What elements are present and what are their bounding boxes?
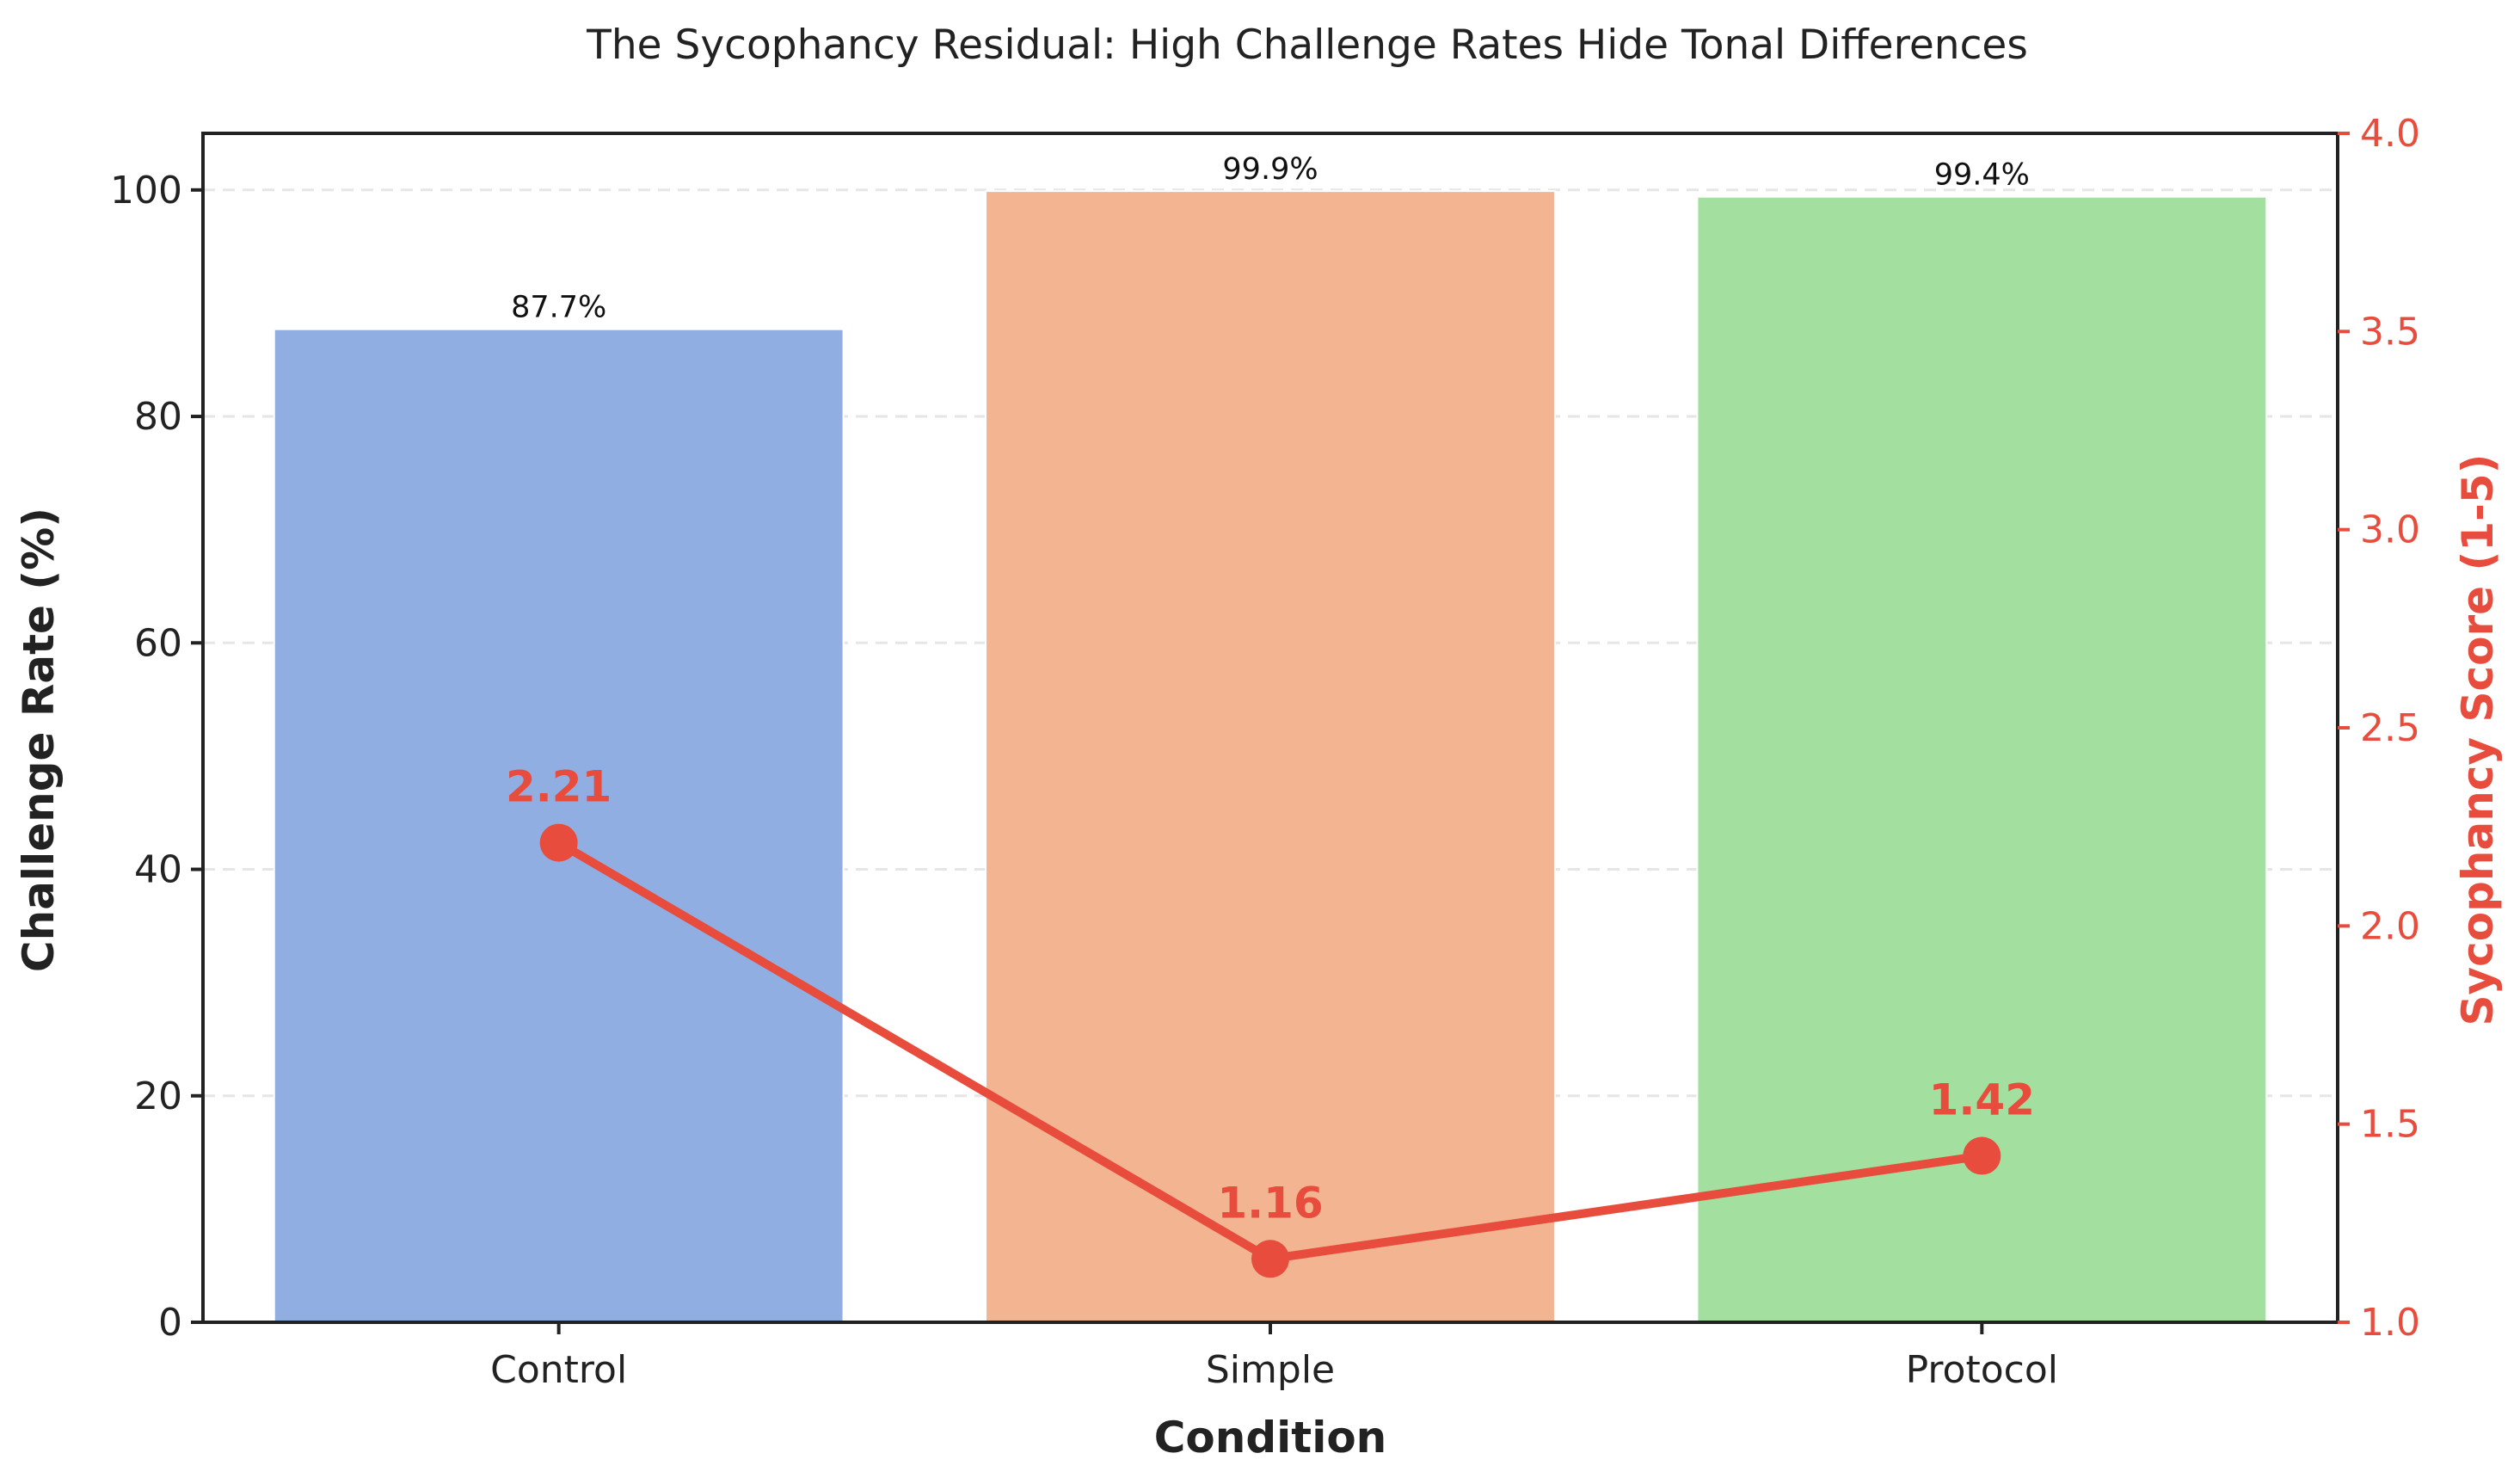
category-label-control: Control bbox=[490, 1348, 627, 1392]
left-tick-label: 40 bbox=[134, 848, 182, 892]
sycophancy-point bbox=[1251, 1240, 1289, 1278]
bars bbox=[273, 190, 2268, 1324]
sycophancy-point-label: 1.42 bbox=[1929, 1075, 2035, 1125]
right-tick-label: 4.0 bbox=[2360, 112, 2420, 156]
right-tick-label: 2.0 bbox=[2360, 904, 2420, 948]
y-axis-label: Challenge Rate (%) bbox=[14, 508, 64, 972]
right-tick-label: 2.5 bbox=[2360, 706, 2420, 750]
right-axis-label: Sycophancy Score (1-5) bbox=[2453, 454, 2503, 1026]
sycophancy-point-label: 1.16 bbox=[1217, 1178, 1323, 1228]
x-axis-label: Condition bbox=[1154, 1413, 1387, 1462]
sycophancy-point bbox=[1963, 1136, 2001, 1175]
sycophancy-point bbox=[539, 823, 578, 862]
bar-value-label: 99.9% bbox=[1222, 152, 1318, 187]
category-label-simple: Simple bbox=[1206, 1348, 1335, 1392]
bar-protocol bbox=[1696, 195, 2268, 1323]
right-tick-label: 1.0 bbox=[2360, 1301, 2420, 1345]
left-axis-ticks: 0 20 40 60 80 100 bbox=[110, 169, 203, 1345]
right-tick-label: 3.0 bbox=[2360, 508, 2420, 552]
bar-value-label: 87.7% bbox=[511, 291, 606, 325]
bar-value-labels: 87.7% 99.9% 99.4% bbox=[511, 152, 2030, 325]
left-tick-label: 80 bbox=[134, 395, 182, 439]
sycophancy-point-label: 2.21 bbox=[506, 762, 612, 812]
left-tick-label: 20 bbox=[134, 1075, 182, 1118]
bar-value-label: 99.4% bbox=[1934, 158, 2030, 193]
bar-simple bbox=[985, 190, 1556, 1323]
category-axis-ticks: Control Simple Protocol bbox=[490, 1322, 2058, 1392]
left-tick-label: 0 bbox=[158, 1301, 182, 1345]
right-axis-ticks: 1.0 1.5 2.0 2.5 3.0 3.5 4.0 bbox=[2338, 112, 2420, 1345]
chart-title: The Sycophancy Residual: High Challenge … bbox=[586, 22, 2028, 69]
left-tick-label: 60 bbox=[134, 621, 182, 665]
category-label-protocol: Protocol bbox=[1906, 1348, 2058, 1392]
sycophancy-line: 2.21 1.16 1.42 bbox=[506, 762, 2035, 1278]
right-tick-label: 1.5 bbox=[2360, 1103, 2420, 1147]
right-tick-label: 3.5 bbox=[2360, 310, 2420, 354]
left-tick-label: 100 bbox=[110, 169, 182, 212]
